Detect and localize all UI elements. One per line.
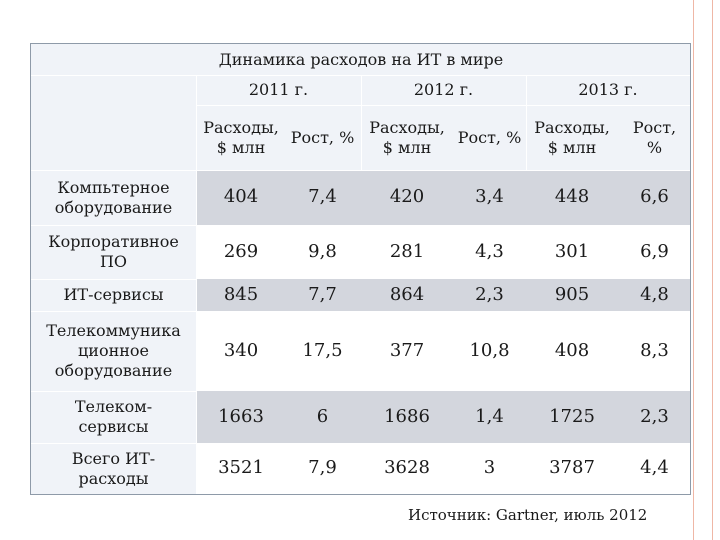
row-band-2	[196, 225, 690, 279]
slide-decor-border	[693, 0, 713, 540]
row-label: ИТ-сервисы	[31, 279, 196, 311]
row-label-line: Телекоммуника	[46, 321, 181, 340]
growth-cell: 7,4	[308, 186, 337, 208]
col-header-spend-line2: $ млн	[547, 138, 597, 157]
growth-cell: 4,4	[640, 457, 669, 479]
row-label-band	[31, 170, 196, 494]
col-header-growth-2012: Рост, %	[457, 128, 522, 147]
spend-cell: 1663	[218, 405, 264, 427]
row-label-line: сервисы	[78, 417, 149, 436]
row-label: Телеком-сервисы	[31, 391, 196, 443]
growth-cell: 3,4	[475, 186, 504, 208]
growth-cell: 10,8	[469, 339, 510, 361]
spend-cell: 845	[223, 283, 259, 305]
row-label-line: Корпоративное	[48, 232, 179, 251]
spend-cell: 404	[223, 186, 259, 208]
growth-cell: 9,8	[308, 240, 337, 262]
spend-cell: 420	[389, 186, 425, 208]
growth-cell: 8,3	[640, 339, 669, 361]
grid-line	[361, 75, 362, 170]
grid-line	[196, 105, 690, 106]
col-header-spend-2011: Расходы, $ млн	[196, 108, 286, 168]
spend-cell: 269	[223, 240, 259, 262]
row-label-line: расходы	[78, 468, 149, 488]
grid-line	[31, 225, 196, 226]
row-label: Телекоммуника ционное оборудование	[31, 311, 196, 391]
row-label: Корпоративное ПО	[31, 225, 196, 279]
growth-cell: 2,3	[640, 405, 669, 427]
col-header-spend-line1: Расходы,	[369, 118, 445, 137]
grid-line	[31, 391, 196, 392]
col-header-spend-line2: $ млн	[216, 138, 266, 157]
col-header-growth-2011: Рост, %	[290, 128, 355, 147]
spend-cell: 408	[554, 339, 590, 361]
growth-cell: 6	[316, 405, 329, 427]
row-band-5	[196, 391, 690, 443]
col-header-spend-line1: Расходы,	[203, 118, 279, 137]
spend-cell: 864	[389, 283, 425, 305]
growth-cell: 7,9	[308, 457, 337, 479]
spend-cell: 377	[389, 339, 425, 361]
row-label-line: Всего ИТ-	[71, 448, 156, 468]
growth-cell: 7,7	[308, 283, 337, 305]
growth-cell: 1,4	[475, 405, 504, 427]
row-label-line: ИТ-сервисы	[63, 285, 164, 304]
growth-cell: 6,9	[640, 240, 669, 262]
grid-line	[196, 75, 197, 494]
col-header-spend-2012: Расходы, $ млн	[361, 108, 453, 168]
growth-cell: 4,8	[640, 283, 669, 305]
grid-line	[31, 443, 196, 444]
growth-cell: 17,5	[302, 339, 343, 361]
grid-line	[31, 279, 196, 280]
table-title: Динамика расходов на ИТ в мире	[218, 49, 504, 69]
row-label: Компьтерное оборудование	[31, 170, 196, 225]
row-label: Всего ИТ-расходы	[31, 443, 196, 494]
year-2012: 2012 г.	[413, 80, 474, 99]
table-header-band	[31, 44, 690, 170]
spend-cell: 905	[554, 283, 590, 305]
spend-cell: 301	[554, 240, 590, 262]
grid-line	[526, 75, 527, 170]
row-label-line: Телеком-	[74, 397, 153, 416]
col-header-growth-line2: %	[646, 138, 663, 157]
year-2013: 2013 г.	[578, 80, 638, 99]
spend-cell: 3628	[384, 457, 430, 479]
growth-cell: 2,3	[475, 283, 504, 305]
row-band-3	[196, 279, 690, 311]
source-note: Источник: Gartner, июль 2012	[408, 506, 648, 524]
growth-cell: 6,6	[640, 186, 669, 208]
growth-cell: 3	[483, 457, 496, 479]
spend-cell: 3787	[549, 457, 595, 479]
row-label-line: ПО	[99, 252, 128, 271]
grid-line	[31, 170, 690, 171]
spend-cell: 3521	[218, 457, 264, 479]
spend-cell: 281	[389, 240, 425, 262]
growth-cell: 4,3	[475, 240, 504, 262]
col-header-spend-2013: Расходы, $ млн	[526, 108, 618, 168]
grid-line	[31, 311, 196, 312]
row-band-4	[196, 311, 690, 391]
year-2011: 2011 г.	[248, 80, 309, 99]
col-header-growth-2013: Рост, %	[619, 108, 690, 168]
spend-cell: 1725	[549, 405, 595, 427]
row-label-line: ционное	[77, 341, 149, 360]
row-label-line: Компьтерное	[57, 177, 170, 197]
spend-cell: 340	[223, 339, 259, 361]
spend-cell: 448	[554, 186, 590, 208]
it-spending-table: Динамика расходов на ИТ в мире 2011 г. 2…	[30, 43, 691, 495]
spend-cell: 1686	[384, 405, 430, 427]
col-header-spend-line2: $ млн	[382, 138, 432, 157]
row-band-1	[196, 170, 690, 225]
row-band-6	[196, 443, 690, 494]
row-label-line: оборудование	[54, 361, 173, 380]
col-header-growth-line1: Рост,	[632, 118, 677, 137]
col-header-spend-line1: Расходы,	[534, 118, 610, 137]
grid-line	[31, 75, 690, 76]
row-label-line: оборудование	[54, 197, 173, 217]
